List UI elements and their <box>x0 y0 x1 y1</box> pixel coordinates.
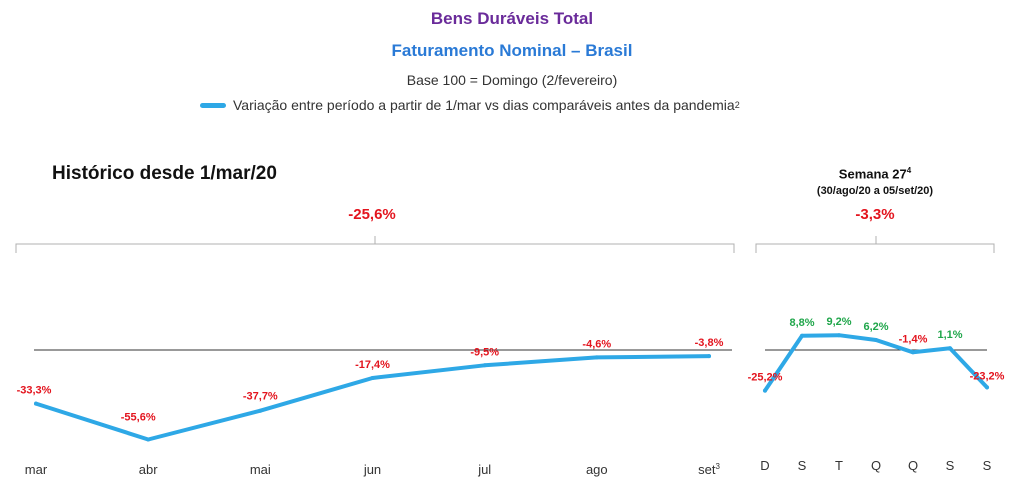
week-data-point <box>948 346 952 351</box>
week-x-tick-label: D <box>760 458 769 473</box>
week-x-tick-label: S <box>983 458 992 473</box>
history-data-point <box>482 363 487 368</box>
week-data-label: -1,4% <box>899 333 928 345</box>
week-panel-subtitle: (30/ago/20 a 05/set/20) <box>816 185 934 198</box>
history-x-tick-label: jul <box>477 462 491 477</box>
chart-base-note: Base 100 = Domingo (2/fevereiro) <box>406 72 618 88</box>
history-total-label: -25,6% <box>348 206 396 223</box>
week-data-label: -23,2% <box>970 370 1005 382</box>
week-data-point <box>874 338 878 342</box>
week-data-label: 6,2% <box>863 321 888 333</box>
week-x-tick-label: S <box>946 458 955 473</box>
history-data-label: -33,3% <box>17 385 52 397</box>
week-panel-footnote: 4 <box>906 166 912 175</box>
week-data-point <box>985 385 989 390</box>
week-series-line <box>763 333 989 393</box>
legend: Variação entre período a partir de 1/mar… <box>200 97 740 113</box>
legend-label: Variação entre período a partir de 1/mar… <box>233 97 735 113</box>
history-bracket <box>15 236 735 253</box>
history-x-tick-label: jun <box>363 462 381 477</box>
week-data-point <box>911 350 915 355</box>
history-data-point <box>34 401 38 406</box>
week-data-label: 1,1% <box>937 329 962 341</box>
history-x-tick-label: abr <box>139 462 158 477</box>
week-x-tick-label: S <box>798 458 807 473</box>
legend-footnote: 2 <box>734 100 740 110</box>
week-x-tick-label: Q <box>908 458 918 473</box>
week-data-label: 8,8% <box>789 317 814 329</box>
legend-swatch <box>200 102 226 108</box>
week-data-point <box>837 333 841 338</box>
history-data-label: -37,7% <box>243 391 278 403</box>
history-data-point <box>146 437 151 442</box>
week-total-label: -3,3% <box>855 206 894 223</box>
history-x-tick-label: mar <box>25 462 48 477</box>
week-bracket <box>755 236 995 253</box>
history-x-tick-label: set3 <box>698 462 720 477</box>
week-data-label: 9,2% <box>826 316 851 328</box>
week-panel-title: Semana 27 <box>838 166 907 182</box>
history-data-point <box>258 408 263 413</box>
week-data-label: -25,2% <box>748 372 783 384</box>
history-data-label: -55,6% <box>121 412 156 424</box>
chart-subtitle: Faturamento Nominal – Brasil <box>391 41 633 60</box>
week-x-tick-label: Q <box>871 458 881 473</box>
week-panel-header: Semana 274 (30/ago/20 a 05/set/20) <box>757 163 993 199</box>
week-x-tick-label: T <box>835 458 843 473</box>
history-data-label: -4,6% <box>582 338 611 350</box>
history-data-label: -9,5% <box>470 346 499 358</box>
week-data-point <box>800 333 804 338</box>
history-panel-title: Histórico desde 1/mar/20 <box>52 163 277 184</box>
history-data-label: -17,4% <box>355 359 390 371</box>
history-data-label: -3,8% <box>695 337 724 349</box>
chart-title: Bens Duráveis Total <box>430 9 594 28</box>
history-x-tick-footnote: 3 <box>715 462 720 471</box>
history-data-point <box>594 355 599 360</box>
history-x-tick-label: mai <box>250 462 271 477</box>
history-data-point <box>707 354 711 359</box>
history-x-tick-label: ago <box>586 462 608 477</box>
history-data-point <box>370 376 375 380</box>
week-data-point <box>763 388 767 393</box>
